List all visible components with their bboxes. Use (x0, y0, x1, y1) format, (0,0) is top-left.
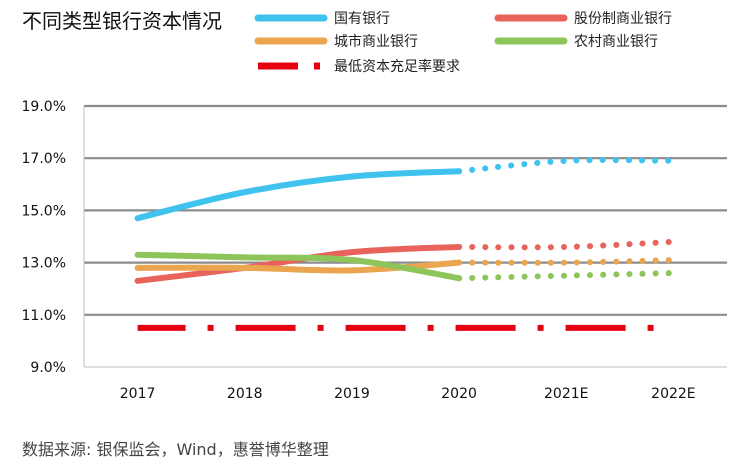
chart-title: 不同类型银行资本情况 (22, 9, 222, 33)
series-2-forecast-line (456, 256, 677, 266)
series-lines (134, 157, 677, 331)
x-tick-label: 2018 (227, 386, 263, 402)
legend-label: 农村商业银行 (574, 34, 658, 50)
x-axis-tick-labels: 2017 2018 2019 2020 2021E 2022E (120, 386, 696, 402)
legend-label: 最低资本充足率要求 (334, 58, 460, 75)
legend-label: 城市商业银行 (334, 33, 418, 50)
legend-label: 股份制商业银行 (574, 11, 672, 27)
y-tick-label: 9.0% (30, 360, 66, 376)
x-tick-label: 2017 (120, 386, 156, 402)
x-tick-label: 2019 (334, 386, 370, 402)
gridlines (84, 104, 727, 316)
legend-label: 国有银行 (334, 11, 390, 27)
x-tick-label: 2021E (544, 386, 588, 402)
axes (83, 106, 727, 368)
series-3-forecast-line (456, 270, 677, 282)
y-tick-label: 19.0% (22, 99, 66, 115)
y-tick-label: 17.0% (22, 151, 66, 167)
y-axis-tick-labels: 9.0% 11.0% 13.0% 15.0% 17.0% 19.0% (22, 99, 66, 376)
series-3-actual-line (134, 251, 463, 282)
source-note: 数据来源: 银保监会，Wind，惠誉博华整理 (22, 440, 329, 459)
y-tick-label: 15.0% (22, 203, 66, 219)
series-0-forecast-line (456, 157, 677, 175)
series-0-actual-line (134, 168, 463, 222)
x-tick-label: 2020 (441, 386, 477, 402)
y-tick-label: 13.0% (22, 256, 66, 272)
x-tick-label: 2022E (651, 386, 695, 402)
y-tick-label: 11.0% (22, 308, 66, 324)
series-1-forecast-line (456, 238, 677, 251)
